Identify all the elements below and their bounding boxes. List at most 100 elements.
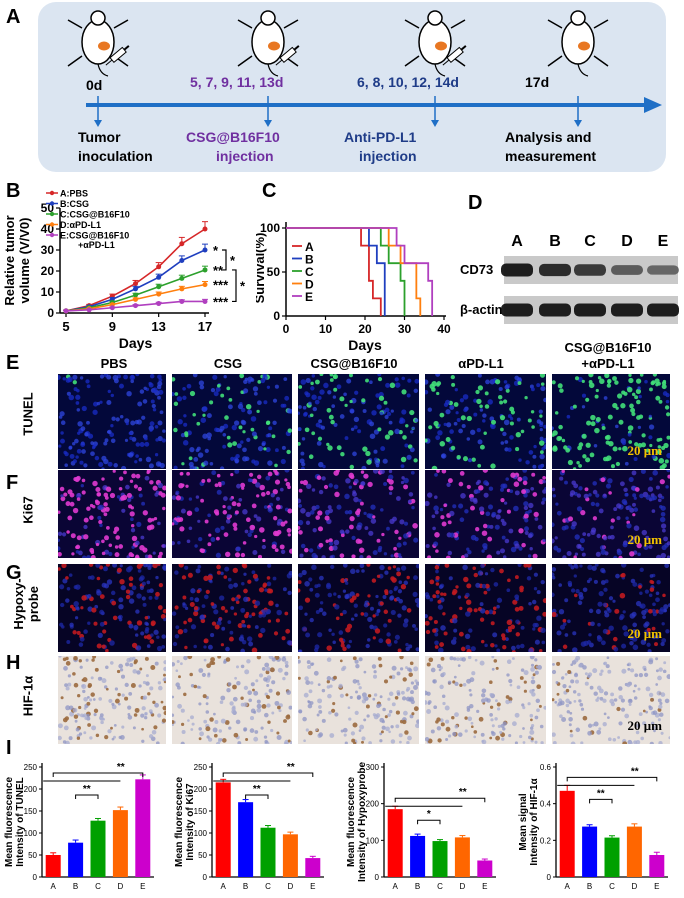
tumor-dot: [268, 41, 280, 51]
y-tick-label: 50: [28, 851, 37, 860]
y-tick-label: 0: [33, 873, 38, 882]
category-label: B: [243, 882, 248, 891]
y-tick-label: 100: [366, 836, 380, 845]
category-label: B: [587, 882, 592, 891]
timeline-tick-arrow: [574, 120, 582, 127]
column-header-line1: CSG@B16F10: [310, 356, 398, 371]
timeline-tick-arrow: [94, 120, 102, 127]
micrograph-texture: [58, 564, 166, 652]
tumor-dot: [98, 41, 110, 51]
image-row-label: TUNEL: [20, 392, 36, 436]
y-tick-label: 0: [375, 873, 380, 882]
survival-curve: [286, 227, 406, 316]
bar: [215, 782, 231, 877]
y-tick-label: 100: [24, 829, 38, 838]
bar-chart: 0 50 100 150 200 250 A B C D E ** ** Mean fluorescenc…: [4, 762, 154, 891]
row-label-line1: Hypoxy-: [11, 578, 26, 630]
significance-bracket: [75, 794, 99, 799]
micrograph-texture: [425, 656, 546, 744]
column-header: CSG@B16F10 +αPD-L1: [548, 340, 668, 372]
data-point: [179, 286, 185, 292]
protein-band: [647, 303, 679, 317]
legend-label: A:PBS: [60, 189, 88, 199]
image-row-label: HIF-1α: [20, 675, 36, 717]
image-row-label: Hypoxy-probe: [11, 578, 41, 629]
y-tick-label: 300: [366, 763, 380, 772]
significance-mark: *: [427, 809, 431, 820]
column-header-line1: αPD-L1: [458, 356, 504, 371]
data-point: [63, 308, 69, 314]
row-label-line2: probe: [26, 585, 41, 623]
data-point: [133, 296, 138, 302]
x-tick-label: 17: [198, 319, 212, 334]
x-tick-label: 40: [437, 322, 451, 336]
scale-bar-label: 20 μm: [627, 626, 662, 641]
lane-label: D: [621, 233, 633, 250]
data-point: [86, 307, 92, 313]
scale-bar-label: 20 μm: [627, 443, 662, 458]
data-point: [133, 281, 138, 287]
significance-mark: **: [287, 762, 295, 773]
y-tick-label: 50: [198, 851, 207, 860]
data-point: [133, 286, 138, 292]
category-label: D: [632, 882, 638, 891]
micrograph-image: [58, 374, 166, 469]
lane-label: C: [584, 233, 596, 250]
blot-row-label: CD73: [460, 262, 493, 277]
micrograph-image: [58, 470, 166, 558]
category-label: B: [73, 882, 78, 891]
micrograph-image: [172, 374, 292, 469]
micrograph-image: [425, 470, 546, 558]
x-tick-label: 13: [151, 319, 165, 334]
y-axis-label-line1: Mean fluorescence: [174, 777, 185, 867]
syringe-icon: [105, 45, 130, 66]
bar: [112, 810, 128, 877]
event-line1: Anti-PD-L1: [344, 129, 417, 145]
micrograph-texture: [298, 656, 419, 744]
x-tick-label: 0: [283, 322, 290, 336]
data-point: [179, 241, 185, 247]
micrograph-image: [298, 374, 419, 469]
protein-band: [574, 303, 606, 317]
significance-mark: *: [240, 279, 246, 294]
protein-band: [574, 264, 606, 276]
y-tick-label: 0: [47, 306, 54, 320]
micrograph-texture: [552, 374, 670, 469]
event-line2: measurement: [505, 148, 597, 164]
y-tick-label: 0.4: [540, 800, 552, 809]
survival-curve: [286, 227, 386, 316]
micrograph-texture: [58, 656, 166, 744]
micrograph-image: [172, 656, 292, 744]
protein-band: [611, 265, 643, 275]
data-point: [156, 284, 162, 290]
data-point: [156, 301, 162, 307]
data-point: [202, 247, 208, 253]
legend-marker: [49, 211, 55, 217]
legend-label: E:CSG@B16F10: [60, 231, 129, 241]
mouse-icon: [404, 10, 467, 77]
y-tick-label: 0.2: [540, 836, 552, 845]
event-pdl1-injection: Anti-PD-L1 injection: [344, 128, 417, 166]
micrograph-texture: [172, 564, 292, 652]
significance-bracket: [245, 794, 269, 799]
y-axis-label-line2: Intensity of Hypoxyprobe: [357, 762, 368, 882]
y-tick-label: 0: [547, 873, 552, 882]
column-header-line1: CSG@B16F10: [564, 340, 652, 355]
bar: [582, 826, 598, 877]
significance-bracket: [222, 249, 227, 271]
micrograph-image: [298, 656, 419, 744]
protein-band: [501, 303, 533, 317]
y-tick-label: 100: [194, 829, 208, 838]
significance-mark: **: [213, 263, 224, 278]
x-tick-label: 5: [62, 319, 69, 334]
y-tick-label: 0: [203, 873, 208, 882]
micrograph-image: 20 μm: [552, 656, 670, 744]
panel-label-g: G: [6, 562, 22, 584]
blot-row-label: β-actin: [460, 302, 503, 317]
legend-marker: [49, 232, 55, 238]
micrograph-texture: [552, 564, 670, 652]
micrograph-texture: [298, 374, 419, 469]
y-tick-label: 200: [366, 800, 380, 809]
